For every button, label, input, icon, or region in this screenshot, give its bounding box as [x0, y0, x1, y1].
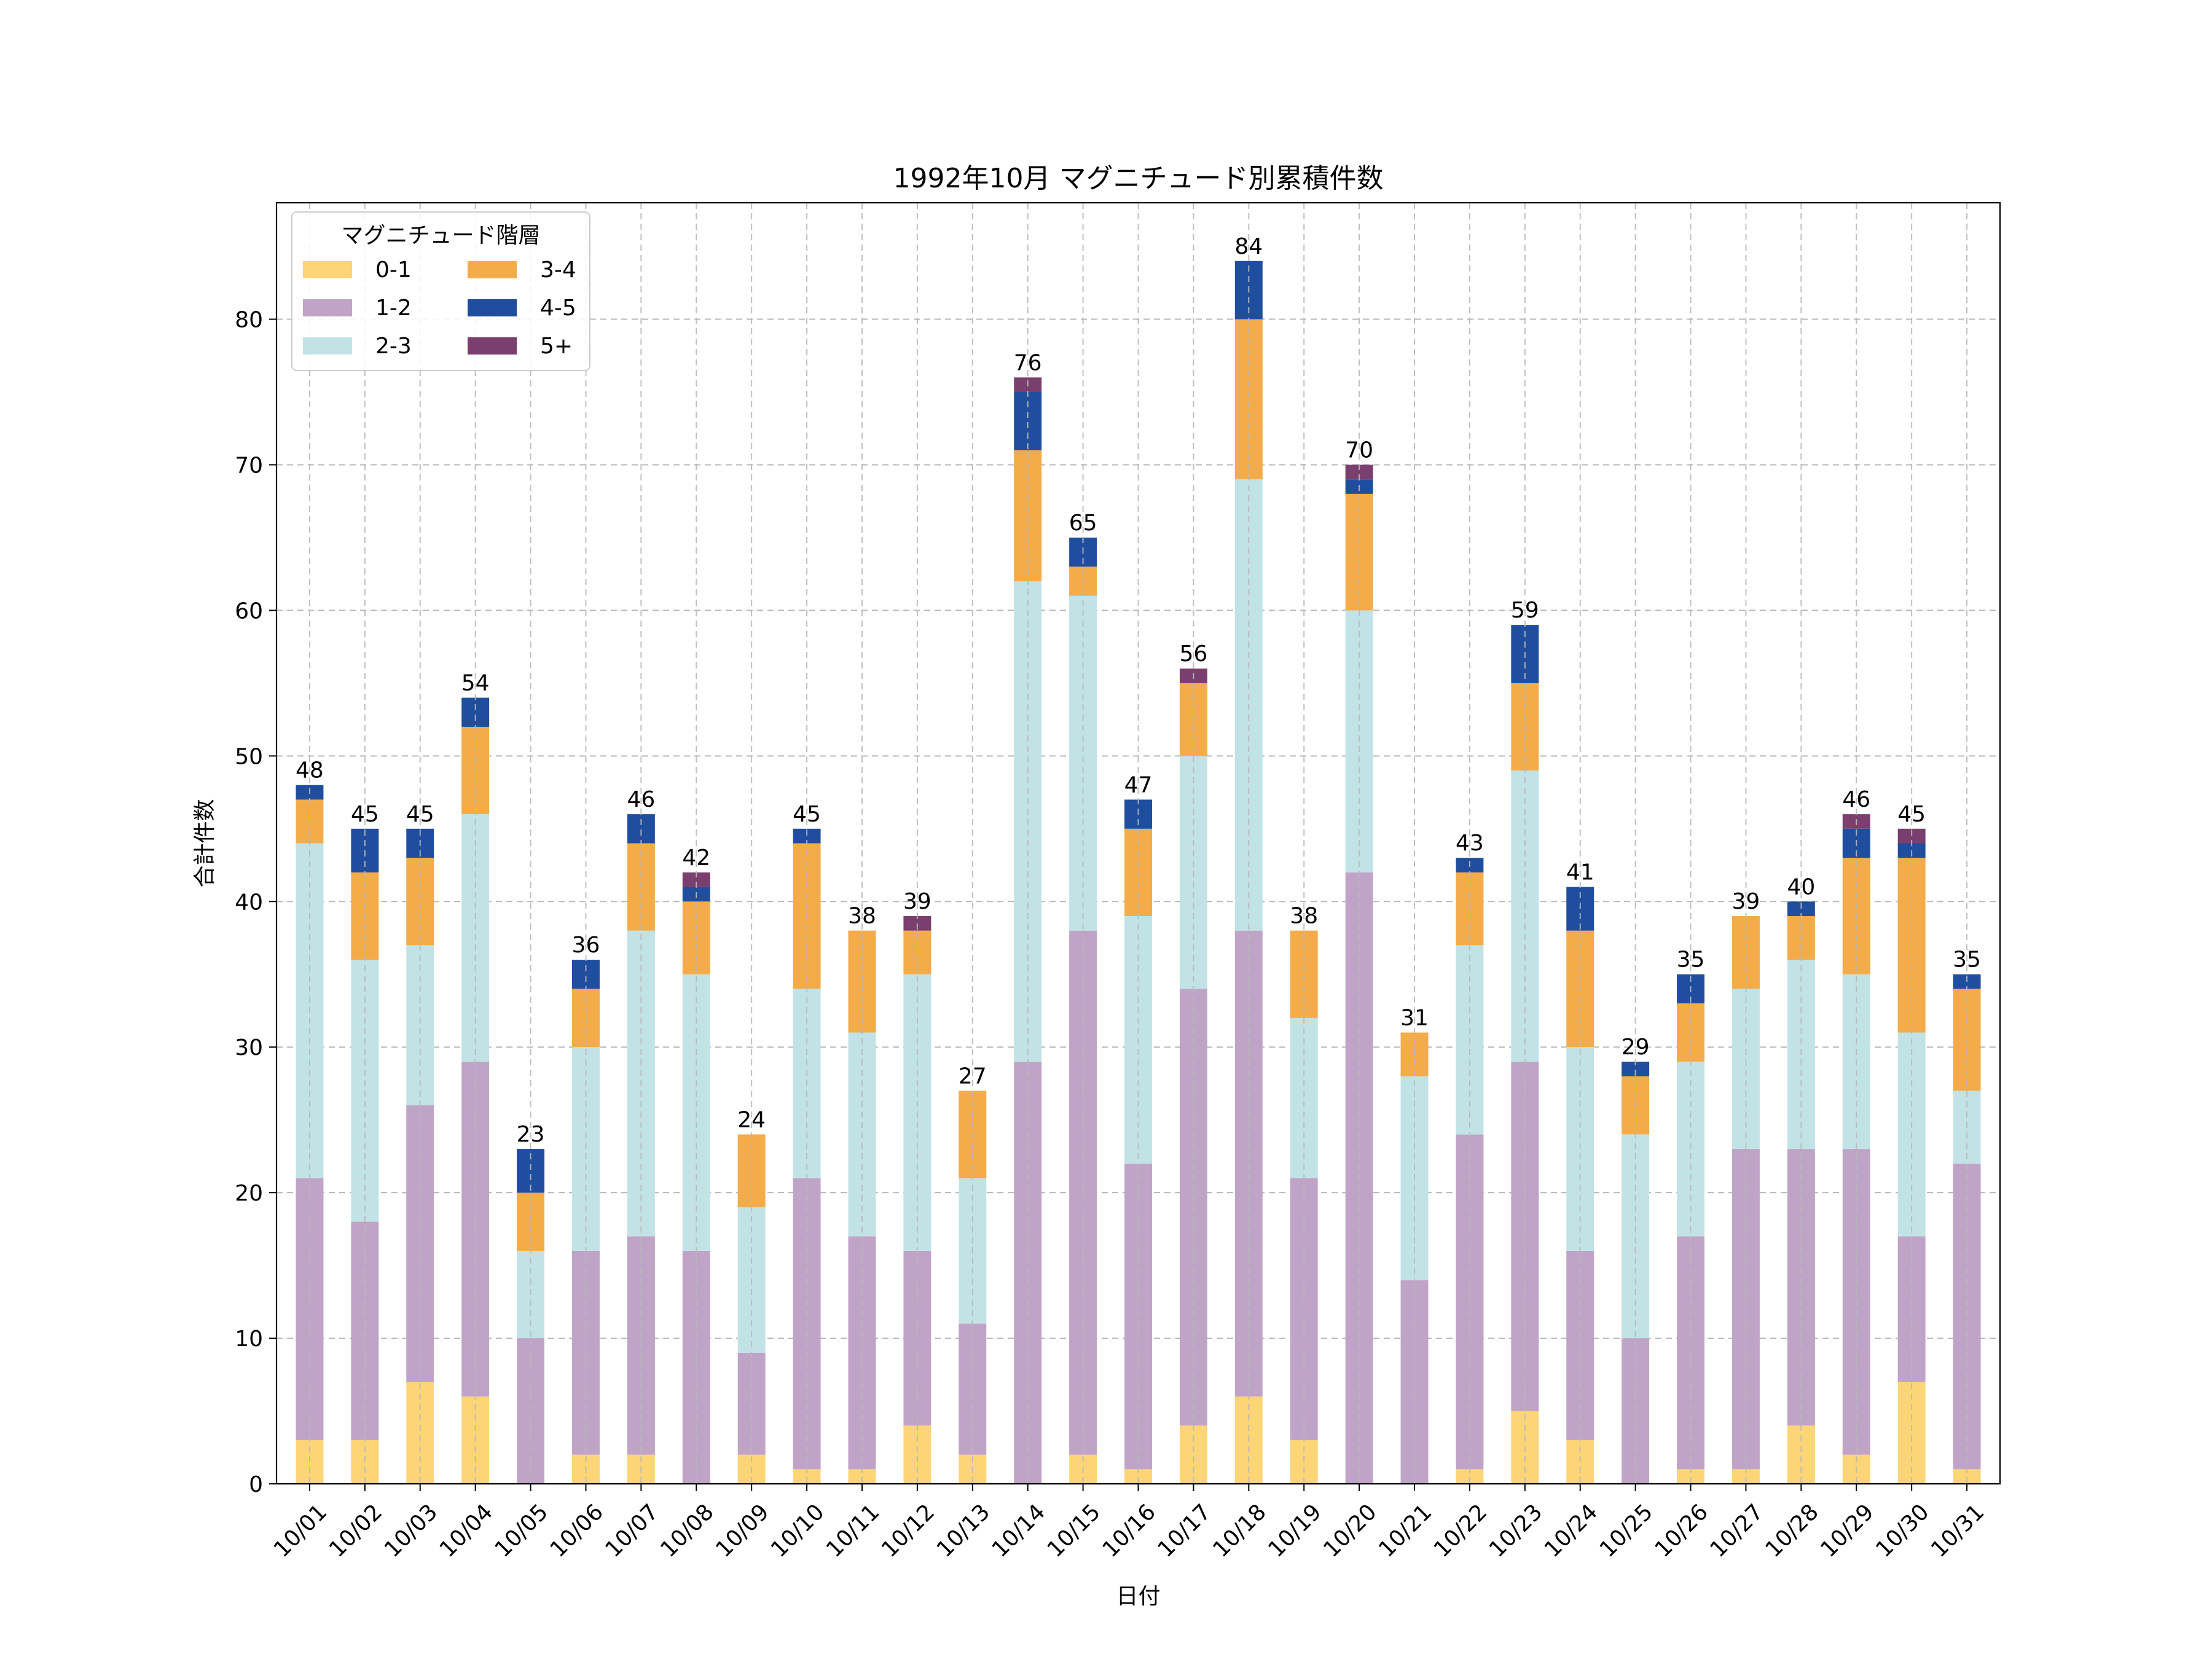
total-label: 45 — [406, 802, 434, 827]
total-label: 46 — [627, 787, 655, 812]
legend-swatch-2-3 — [303, 337, 352, 355]
vertical-grid-overlay — [308, 203, 1968, 1484]
bar-segment-0-1 — [1179, 1425, 1207, 1484]
legend-title: マグニチュード階層 — [341, 223, 540, 248]
bar-segment-4-5 — [1622, 1061, 1650, 1076]
total-label: 35 — [1677, 947, 1705, 973]
total-label: 76 — [1014, 350, 1042, 375]
total-label: 56 — [1179, 641, 1207, 667]
bar-segment-3-4 — [1234, 319, 1263, 480]
total-label: 41 — [1566, 860, 1594, 885]
bar-segment-0-1 — [793, 1469, 821, 1484]
bar-segment-4-5 — [571, 960, 600, 989]
total-label: 42 — [682, 845, 710, 871]
total-label: 45 — [1897, 802, 1926, 827]
x-axis-label: 日付 — [1116, 1584, 1160, 1609]
total-label: 45 — [793, 802, 821, 827]
bar-segment-4-5 — [461, 697, 490, 727]
total-label: 84 — [1234, 234, 1263, 259]
total-label: 24 — [737, 1107, 766, 1132]
bar-segment-5+ — [1345, 464, 1373, 480]
bar-segment-0-1 — [1787, 1425, 1815, 1484]
total-label: 70 — [1345, 437, 1373, 463]
total-label: 29 — [1622, 1035, 1650, 1060]
legend-box — [291, 211, 590, 371]
bar-segment-5+ — [1897, 828, 1926, 844]
total-label: 36 — [572, 933, 600, 958]
bar-segment-4-5 — [1014, 392, 1042, 450]
bar-segment-0-1 — [1732, 1469, 1760, 1484]
total-label: 65 — [1069, 511, 1097, 536]
bar-segment-5+ — [682, 872, 710, 887]
total-label: 48 — [296, 758, 324, 783]
bar-segment-0-1 — [1456, 1469, 1484, 1484]
y-tick-label: 50 — [235, 744, 263, 769]
total-label: 39 — [903, 889, 931, 914]
legend-label-3-4: 3-4 — [540, 257, 576, 283]
bar-segment-0-1 — [1124, 1469, 1152, 1484]
total-label: 23 — [517, 1122, 545, 1147]
bar-segment-0-1 — [848, 1469, 876, 1484]
y-tick-label: 80 — [235, 308, 263, 333]
y-tick-label: 60 — [235, 598, 263, 624]
total-label: 31 — [1400, 1006, 1429, 1031]
total-labels: 48 45 45 54 23 36 46 42 24 45 38 39 27 76 65 47 56 84 38 70… — [296, 234, 1981, 1147]
bar-segment-2-3 — [1290, 1017, 1318, 1178]
legend-label-4-5: 4-5 — [540, 296, 576, 321]
total-label: 45 — [351, 802, 379, 827]
y-tick-label: 70 — [235, 453, 263, 478]
legend-label-5+: 5+ — [540, 334, 573, 359]
total-label: 40 — [1787, 874, 1815, 900]
legend-items: 0-1 1-2 2-3 3-4 4-5 5+ — [303, 257, 576, 359]
legend-label-0-1: 0-1 — [375, 257, 412, 283]
bar-segment-4-5 — [627, 814, 655, 844]
bar-segment-4-5 — [1787, 901, 1815, 916]
bar-segment-0-1 — [1677, 1469, 1705, 1484]
legend: マグニチュード階層 0-1 1-2 2-3 3-4 4-5 5+ — [291, 211, 590, 371]
y-tick-label: 0 — [249, 1472, 263, 1497]
total-label: 27 — [959, 1064, 987, 1089]
total-label: 47 — [1124, 772, 1153, 798]
legend-swatch-3-4 — [468, 261, 517, 278]
bar-segment-5+ — [903, 915, 931, 931]
total-label: 38 — [848, 904, 876, 929]
total-label: 39 — [1732, 889, 1760, 914]
bar-segment-0-1 — [903, 1425, 931, 1484]
chart-title: 1992年10月 マグニチュード別累積件数 — [893, 163, 1384, 194]
legend-swatch-5+ — [468, 337, 517, 355]
total-label: 59 — [1511, 598, 1539, 623]
total-label: 46 — [1842, 787, 1870, 812]
legend-swatch-4-5 — [468, 299, 517, 316]
total-label: 38 — [1290, 904, 1318, 929]
total-label: 54 — [461, 671, 490, 696]
bar-segment-0-1 — [1953, 1469, 1981, 1484]
legend-label-1-2: 1-2 — [375, 296, 412, 321]
bar-segment-3-4 — [1290, 930, 1318, 1018]
total-label: 35 — [1953, 947, 1981, 973]
total-label: 43 — [1456, 831, 1484, 856]
legend-swatch-1-2 — [303, 299, 352, 316]
y-tick-label: 40 — [235, 890, 263, 915]
y-tick-label: 30 — [235, 1035, 263, 1060]
bar-segment-4-5 — [793, 828, 821, 844]
y-tick-label: 10 — [235, 1327, 263, 1352]
legend-label-2-3: 2-3 — [375, 334, 412, 359]
y-tick-label: 20 — [235, 1181, 263, 1206]
legend-swatch-0-1 — [303, 261, 352, 278]
bar-segment-3-4 — [406, 858, 434, 946]
bar-segment-2-3 — [406, 945, 434, 1105]
y-axis-label: 合計件数 — [192, 799, 218, 887]
